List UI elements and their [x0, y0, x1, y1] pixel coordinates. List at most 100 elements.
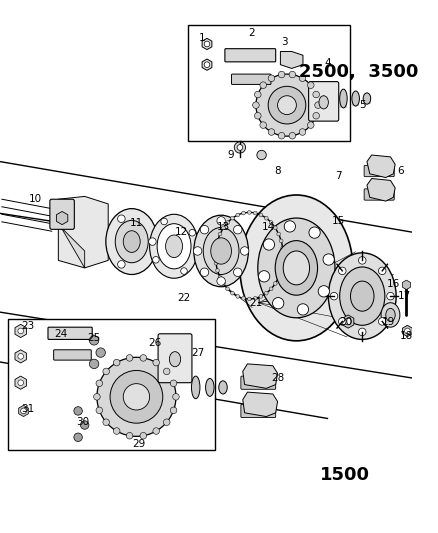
Circle shape	[259, 294, 263, 298]
Circle shape	[263, 239, 275, 250]
Circle shape	[265, 291, 268, 295]
Circle shape	[189, 229, 195, 236]
Circle shape	[265, 216, 268, 220]
Circle shape	[256, 74, 318, 136]
Text: 29: 29	[133, 439, 146, 449]
FancyBboxPatch shape	[48, 327, 92, 340]
Circle shape	[259, 213, 263, 217]
Polygon shape	[280, 52, 303, 68]
Circle shape	[153, 428, 159, 434]
Ellipse shape	[240, 195, 353, 341]
Circle shape	[81, 421, 89, 429]
Circle shape	[253, 102, 259, 108]
Circle shape	[118, 215, 125, 222]
Circle shape	[152, 256, 159, 263]
Bar	[188, 25, 350, 141]
Circle shape	[113, 359, 120, 366]
Circle shape	[281, 254, 285, 257]
Circle shape	[96, 407, 102, 414]
Circle shape	[339, 318, 346, 325]
Ellipse shape	[283, 251, 310, 285]
Circle shape	[89, 359, 99, 369]
Circle shape	[299, 129, 306, 135]
FancyBboxPatch shape	[53, 350, 91, 360]
Ellipse shape	[340, 89, 347, 108]
Circle shape	[323, 254, 334, 265]
Circle shape	[268, 86, 306, 124]
Text: 14: 14	[261, 222, 275, 232]
Circle shape	[358, 256, 366, 264]
Ellipse shape	[381, 303, 400, 327]
Circle shape	[230, 216, 234, 220]
Circle shape	[153, 359, 159, 366]
Circle shape	[226, 221, 230, 224]
Text: 9: 9	[227, 150, 234, 160]
Ellipse shape	[328, 253, 396, 340]
Circle shape	[236, 213, 240, 217]
FancyBboxPatch shape	[241, 405, 276, 417]
Circle shape	[214, 246, 218, 250]
Bar	[352, 102, 360, 106]
Circle shape	[242, 211, 245, 215]
Circle shape	[173, 393, 179, 400]
Circle shape	[234, 142, 246, 153]
Circle shape	[279, 269, 283, 272]
Circle shape	[257, 150, 266, 160]
Circle shape	[237, 144, 243, 150]
Circle shape	[96, 348, 106, 357]
Text: 21: 21	[249, 298, 262, 308]
Text: 2: 2	[248, 28, 254, 38]
Ellipse shape	[115, 220, 148, 263]
Ellipse shape	[157, 224, 191, 269]
Circle shape	[253, 211, 257, 215]
Ellipse shape	[191, 376, 200, 399]
Circle shape	[281, 261, 285, 265]
Circle shape	[299, 75, 306, 82]
Text: 19: 19	[382, 317, 395, 327]
Circle shape	[118, 261, 125, 268]
Polygon shape	[243, 364, 278, 389]
Circle shape	[254, 112, 261, 119]
Circle shape	[170, 380, 177, 386]
Circle shape	[126, 432, 133, 439]
Ellipse shape	[319, 96, 328, 109]
Circle shape	[200, 225, 209, 234]
Ellipse shape	[123, 231, 140, 253]
Circle shape	[222, 226, 225, 230]
Circle shape	[277, 232, 281, 236]
Text: 28: 28	[271, 373, 284, 383]
Text: 7: 7	[336, 171, 342, 181]
Text: 31: 31	[21, 404, 35, 414]
Ellipse shape	[166, 235, 183, 257]
Ellipse shape	[350, 281, 374, 311]
Circle shape	[140, 354, 147, 361]
Text: 30: 30	[76, 417, 89, 427]
FancyBboxPatch shape	[231, 74, 271, 84]
Circle shape	[269, 287, 273, 290]
Polygon shape	[61, 228, 85, 268]
Text: 1500: 1500	[320, 466, 370, 484]
Ellipse shape	[170, 352, 180, 367]
Circle shape	[218, 276, 222, 279]
Circle shape	[74, 433, 82, 441]
Ellipse shape	[352, 91, 360, 106]
Circle shape	[110, 370, 163, 423]
Ellipse shape	[194, 215, 248, 287]
Circle shape	[289, 71, 296, 78]
Circle shape	[307, 82, 314, 88]
Circle shape	[315, 102, 321, 108]
Ellipse shape	[386, 309, 395, 321]
Bar	[7, 319, 215, 450]
Circle shape	[253, 296, 257, 300]
Circle shape	[18, 328, 24, 334]
Circle shape	[193, 247, 202, 255]
Circle shape	[233, 268, 242, 277]
Circle shape	[226, 287, 230, 290]
Ellipse shape	[275, 240, 318, 295]
Circle shape	[96, 380, 102, 386]
Text: 22: 22	[177, 293, 190, 303]
Text: 24: 24	[55, 329, 68, 339]
Text: 2500,  3500: 2500, 3500	[299, 63, 419, 81]
Circle shape	[339, 267, 346, 274]
Circle shape	[170, 407, 177, 414]
